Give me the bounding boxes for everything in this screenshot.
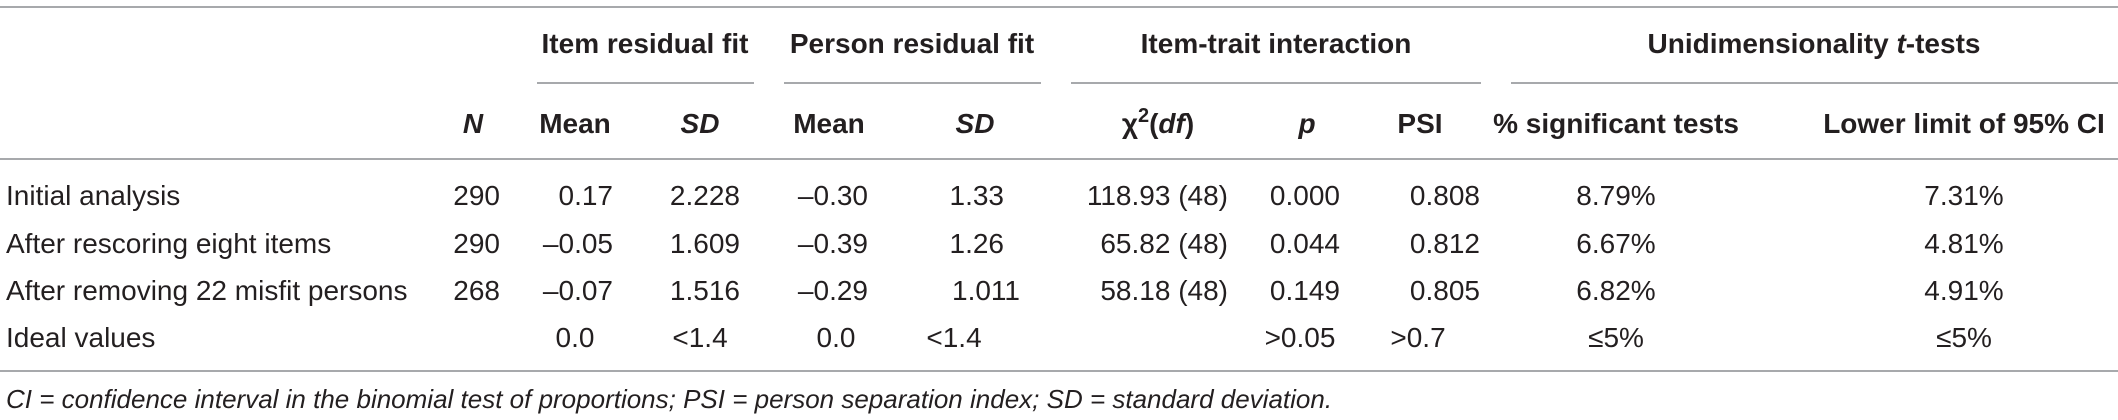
cell-item-mean: –0.05 xyxy=(542,228,613,259)
cell-n: 290 xyxy=(453,228,500,259)
cell-person-sd: <1.4 xyxy=(926,322,982,353)
cell-chi-square: 58.18 (48) xyxy=(1100,275,1228,306)
cell-p: 0.149 xyxy=(1269,275,1340,306)
cell-item-sd: 1.609 xyxy=(669,228,740,259)
table-top-rule xyxy=(0,6,2118,8)
item-trait-underline xyxy=(1071,82,1481,84)
group-header-unidimensionality: Unidimensionality t-tests xyxy=(1647,28,1981,59)
cell-n: 290 xyxy=(453,180,500,211)
cell-pct-significant: 6.82% xyxy=(1576,275,1656,306)
cell-person-mean: –0.30 xyxy=(797,180,868,211)
item-residual-underline xyxy=(537,82,754,84)
cell-pct-significant: 8.79% xyxy=(1576,180,1656,211)
cell-p: 0.044 xyxy=(1269,228,1340,259)
cell-item-sd: 2.228 xyxy=(669,180,740,211)
col-header-n: N xyxy=(462,108,484,139)
col-header-p: p xyxy=(1298,108,1316,139)
group-header-person-residual-fit: Person residual fit xyxy=(789,28,1035,59)
cell-lower-limit: ≤5% xyxy=(1936,322,1992,353)
row-label: After rescoring eight items xyxy=(6,228,332,259)
cell-person-mean: 0.0 xyxy=(816,322,856,353)
col-header-person-sd: SD xyxy=(955,108,995,139)
col-header-item-sd: SD xyxy=(680,108,720,139)
col-header-person-mean: Mean xyxy=(793,108,865,139)
cell-person-sd: 1.011 xyxy=(952,275,1020,306)
col-header-pct-significant: % significant tests xyxy=(1493,108,1739,139)
group-header-item-residual-fit: Item residual fit xyxy=(541,28,749,59)
cell-psi: 0.805 xyxy=(1409,275,1480,306)
cell-lower-limit: 4.81% xyxy=(1924,228,2004,259)
cell-item-mean: –0.07 xyxy=(542,275,613,306)
table-footnote: CI = confidence interval in the binomial… xyxy=(6,384,1333,414)
cell-item-sd: 1.516 xyxy=(669,275,740,306)
cell-item-mean: 0.0 xyxy=(555,322,595,353)
cell-person-sd: 1.33 xyxy=(949,180,1005,211)
row-label: Initial analysis xyxy=(6,180,181,211)
cell-item-mean: 0.17 xyxy=(558,180,614,211)
row-label: Ideal values xyxy=(6,322,156,353)
cell-p: 0.000 xyxy=(1269,180,1340,211)
cell-psi: 0.812 xyxy=(1409,228,1480,259)
cell-person-mean: –0.39 xyxy=(797,228,868,259)
table-bottom-rule xyxy=(0,370,2118,372)
cell-p: >0.05 xyxy=(1264,322,1336,353)
cell-chi-square: 118.93 (48) xyxy=(1086,180,1228,211)
col-header-lower-limit: Lower limit of 95% CI xyxy=(1823,108,2105,139)
cell-lower-limit: 7.31% xyxy=(1924,180,2004,211)
cell-person-sd: 1.26 xyxy=(949,228,1005,259)
person-residual-underline xyxy=(784,82,1041,84)
cell-chi-square: 65.82 (48) xyxy=(1100,228,1228,259)
group-header-item-trait-interaction: Item-trait interaction xyxy=(1140,28,1412,59)
col-header-item-mean: Mean xyxy=(539,108,611,139)
col-header-chi-square-df: χ2(df) xyxy=(1121,105,1195,139)
cell-item-sd: <1.4 xyxy=(672,322,728,353)
col-header-psi: PSI xyxy=(1397,108,1443,139)
cell-n: 268 xyxy=(453,275,500,306)
header-bottom-rule xyxy=(0,158,2118,160)
cell-person-mean: –0.29 xyxy=(797,275,868,306)
cell-pct-significant: 6.67% xyxy=(1576,228,1656,259)
cell-lower-limit: 4.91% xyxy=(1924,275,2004,306)
row-label: After removing 22 misfit persons xyxy=(6,275,408,306)
cell-pct-significant: ≤5% xyxy=(1588,322,1644,353)
cell-psi: >0.7 xyxy=(1390,322,1446,353)
unidimensionality-underline xyxy=(1511,82,2118,84)
cell-psi: 0.808 xyxy=(1409,180,1480,211)
